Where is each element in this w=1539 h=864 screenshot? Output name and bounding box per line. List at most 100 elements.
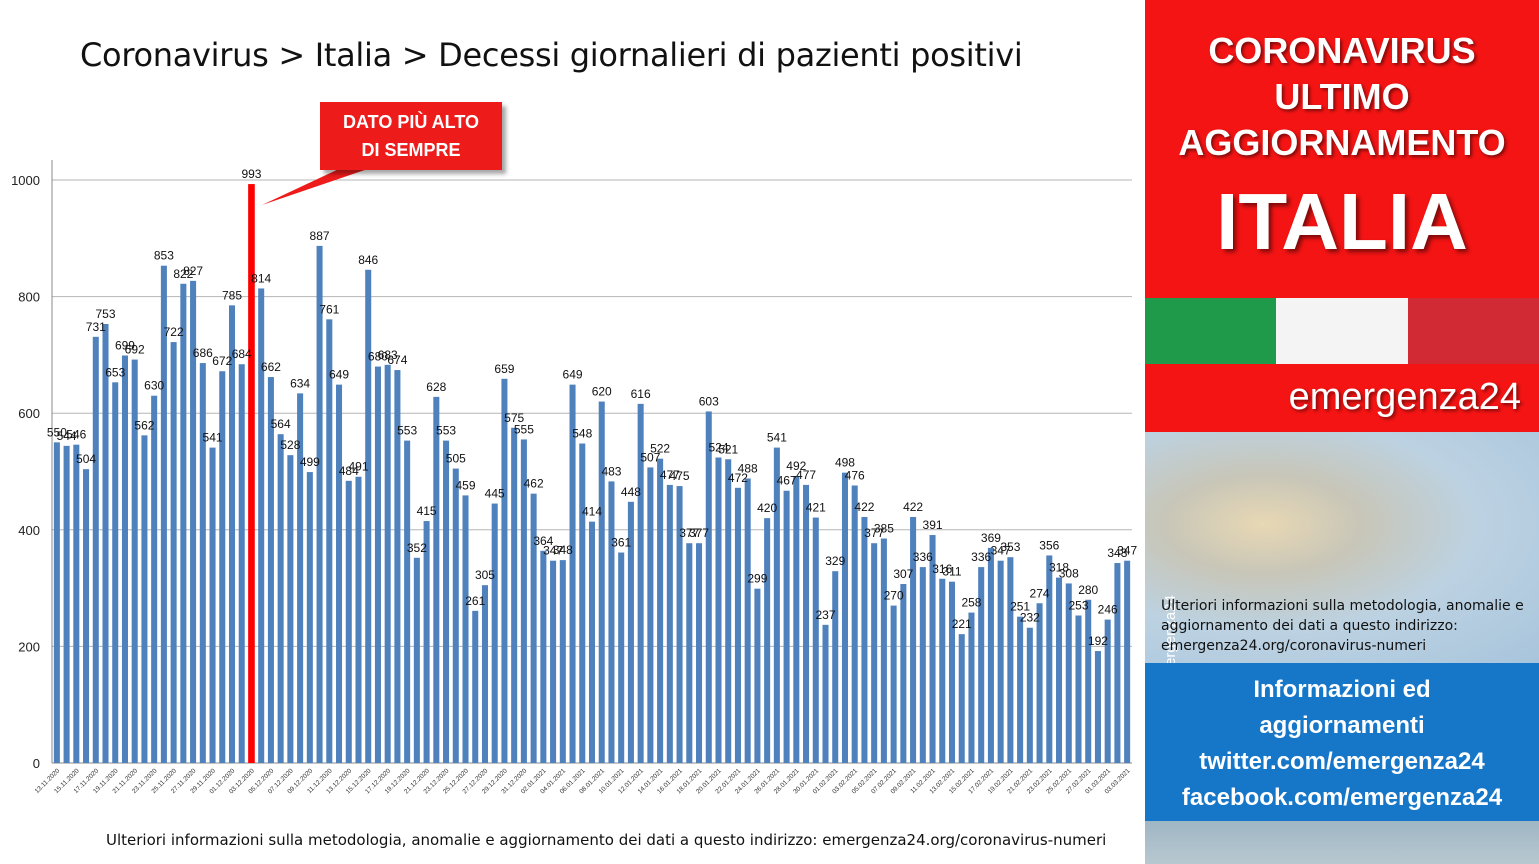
- data-label: 232: [1020, 611, 1040, 625]
- bar: [686, 543, 693, 763]
- data-label: 674: [387, 353, 407, 367]
- bar: [258, 288, 265, 763]
- bar: [627, 501, 634, 763]
- bar: [579, 443, 586, 763]
- bar: [374, 366, 381, 763]
- data-label: 270: [884, 589, 904, 603]
- data-label: 662: [261, 360, 281, 374]
- bar: [832, 571, 839, 763]
- data-label: 550: [47, 425, 67, 439]
- facebook-link[interactable]: facebook.com/emergenza24: [1181, 784, 1503, 811]
- bar: [822, 624, 829, 763]
- bar: [744, 478, 751, 763]
- data-label: 620: [592, 385, 612, 399]
- data-label: 305: [475, 568, 495, 582]
- data-label: 692: [125, 343, 145, 357]
- data-label: 544: [57, 429, 77, 443]
- data-label: 352: [407, 541, 427, 555]
- data-label: 307: [893, 567, 913, 581]
- bar: [92, 336, 99, 763]
- bar: [1036, 603, 1043, 763]
- data-label: 261: [465, 594, 485, 608]
- data-label: 634: [290, 376, 310, 390]
- data-label: 483: [601, 464, 621, 478]
- data-label: 422: [854, 500, 874, 514]
- data-label: 356: [1039, 538, 1059, 552]
- data-label: 616: [631, 387, 651, 401]
- bar: [666, 484, 673, 763]
- bar: [63, 445, 70, 763]
- data-label: 347: [1117, 544, 1137, 558]
- data-label: 546: [66, 428, 86, 442]
- bar: [394, 370, 401, 763]
- bar: [228, 305, 236, 763]
- bar: [569, 384, 576, 763]
- data-label: 221: [952, 617, 972, 631]
- bar: [462, 495, 469, 763]
- bar: [287, 455, 294, 763]
- data-label: 253: [1068, 599, 1088, 613]
- y-tick-label: 400: [18, 523, 40, 538]
- data-label: 246: [1098, 603, 1118, 617]
- data-label: 377: [689, 526, 709, 540]
- bar: [725, 459, 732, 763]
- bar: [1056, 577, 1063, 763]
- bar: [491, 503, 498, 763]
- bar: [861, 516, 868, 763]
- bar: [520, 439, 527, 763]
- panel-header: CORONAVIRUS ULTIMO AGGIORNAMENTO ITALIA: [1145, 0, 1539, 298]
- callout-line1: DATO PIÙ ALTO: [342, 112, 479, 132]
- data-label: 548: [572, 427, 592, 441]
- flag-white: [1276, 298, 1408, 364]
- info-line2: aggiornamenti: [1259, 712, 1425, 739]
- bar: [754, 588, 761, 763]
- data-label: 814: [251, 271, 271, 285]
- bar: [413, 557, 420, 763]
- bar: [1114, 563, 1121, 763]
- bar: [160, 265, 167, 763]
- data-label: 316: [932, 562, 952, 576]
- info-box: Informazioni ed aggiornamenti twitter.co…: [1145, 663, 1539, 821]
- bar: [900, 584, 907, 763]
- bar: [588, 521, 596, 763]
- bar: [1046, 555, 1053, 763]
- bar: [647, 467, 654, 763]
- data-label: 649: [329, 368, 349, 382]
- bar: [1124, 560, 1131, 763]
- data-label: 521: [718, 442, 738, 456]
- bar: [1094, 651, 1101, 763]
- data-label: 421: [806, 501, 826, 515]
- panel-line3: AGGIORNAMENTO: [1178, 122, 1506, 163]
- data-label: 630: [144, 379, 164, 393]
- bar: [803, 484, 810, 763]
- data-label: 299: [747, 572, 767, 586]
- data-label: 887: [310, 229, 330, 243]
- bar: [812, 517, 819, 763]
- data-label: 504: [76, 452, 96, 466]
- bar: [1075, 615, 1082, 763]
- bar: [773, 447, 780, 763]
- data-label: 364: [533, 534, 553, 548]
- data-label: 192: [1088, 634, 1108, 648]
- bar: [715, 457, 722, 763]
- data-label: 564: [271, 417, 291, 431]
- data-label: 420: [757, 501, 777, 515]
- data-label: 649: [563, 368, 583, 382]
- bar: [793, 476, 800, 763]
- panel-line2: ULTIMO: [1274, 76, 1410, 117]
- data-label: 385: [874, 522, 894, 536]
- data-label: 753: [95, 307, 115, 321]
- bar: [472, 610, 479, 763]
- bar: [267, 377, 274, 763]
- callout-record: DATO PIÙ ALTO DI SEMPRE: [320, 102, 502, 170]
- data-label: 686: [193, 346, 213, 360]
- data-label: 653: [105, 365, 125, 379]
- bar: [326, 319, 333, 763]
- data-label: 477: [796, 468, 816, 482]
- data-label: 347: [991, 544, 1011, 558]
- bar: [355, 476, 362, 763]
- data-label: 555: [514, 422, 534, 436]
- twitter-link[interactable]: twitter.com/emergenza24: [1199, 748, 1485, 775]
- data-label: 541: [203, 431, 223, 445]
- bar: [978, 567, 985, 763]
